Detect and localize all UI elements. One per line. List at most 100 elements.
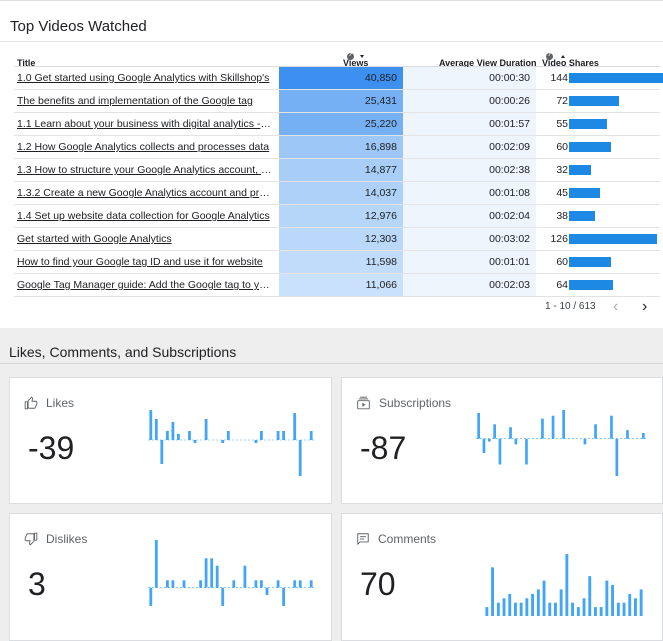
sparkline-bar — [611, 585, 614, 616]
sparkline-bar — [508, 593, 512, 616]
sparkline-bar — [210, 558, 214, 588]
table-row[interactable]: 1.0 Get started using Google Analytics w… — [14, 67, 663, 90]
sparkline-bar — [282, 587, 285, 606]
views-cell: 25,220 — [279, 113, 403, 135]
video-title-link[interactable]: 1.0 Get started using Google Analytics w… — [17, 72, 270, 84]
sparkline-bar — [502, 598, 506, 616]
views-cell: 12,976 — [279, 205, 403, 227]
sparkline-bar — [221, 440, 225, 443]
table-row[interactable]: Get started with Google Analytics 12,303 0… — [14, 228, 660, 251]
shares-value: 60 — [556, 141, 568, 153]
column-header-views[interactable]: Views — [343, 52, 368, 69]
video-title-link[interactable]: Get started with Google Analytics — [17, 233, 172, 245]
table-row[interactable]: 1.4 Set up website data collection for G… — [14, 205, 660, 228]
sparkline-bar — [215, 565, 219, 588]
table-row[interactable]: 1.3 How to structure your Google Analyti… — [14, 159, 660, 182]
shares-bar — [569, 211, 596, 221]
video-title-link[interactable]: How to find your Google tag ID and use i… — [17, 256, 263, 268]
sparkline-bar — [594, 607, 597, 616]
table-row[interactable]: 1.2 How Google Analytics collects and pr… — [14, 136, 660, 159]
avg-duration-cell: 00:03:02 — [403, 228, 536, 250]
sparkline-bar — [243, 565, 247, 588]
sparkline-bar — [293, 413, 297, 440]
divider — [0, 363, 663, 364]
chevron-left-icon[interactable]: ‹ — [613, 298, 619, 315]
video-title-link[interactable]: 1.1 Learn about your business with digit… — [17, 118, 272, 130]
video-title-link[interactable]: The benefits and implementation of the G… — [17, 95, 253, 107]
video-title-link[interactable]: 1.4 Set up website data collection for G… — [17, 210, 270, 222]
sparkline-bar — [634, 598, 637, 616]
sparkline-bar — [309, 431, 313, 440]
sparkline-bar — [616, 602, 620, 616]
shares-value: 144 — [550, 72, 568, 84]
thumb-down-icon — [24, 532, 38, 546]
comments-sparkline — [485, 554, 643, 616]
sparkline-bar — [166, 580, 169, 588]
sparkline-bar — [477, 412, 480, 439]
sparkline-bar — [554, 602, 557, 616]
sparkline-bar — [514, 602, 517, 616]
shares-bar — [569, 142, 611, 152]
table-body: 1.0 Get started using Google Analytics w… — [14, 67, 663, 297]
avg-duration-cell: 00:00:30 — [403, 67, 536, 89]
pagination-label: 1 - 10 / 613 — [545, 301, 596, 312]
sparkline-bar — [628, 593, 632, 616]
avg-duration-cell: 00:02:38 — [403, 159, 536, 181]
thumb-up-icon — [24, 396, 38, 410]
sparkline-bar — [171, 422, 175, 440]
sparkline-bar — [254, 580, 258, 588]
sparkline-bar — [482, 438, 486, 453]
video-title-link[interactable]: 1.2 How Google Analytics collects and pr… — [17, 141, 270, 153]
shares-value: 72 — [556, 95, 568, 107]
sparkline-bar — [491, 567, 494, 616]
likes-card: Likes -39 — [9, 377, 332, 504]
sparkline-bar — [565, 554, 569, 616]
table-row[interactable]: Google Tag Manager guide: Add the Google… — [14, 274, 660, 297]
subscriptions-card: Subscriptions -87 — [341, 377, 663, 504]
sparkline-bar — [588, 576, 592, 616]
sort-ascending-icon[interactable] — [561, 55, 565, 58]
video-title-link[interactable]: 1.3 How to structure your Google Analyti… — [17, 164, 272, 176]
sparkline-bar — [622, 602, 626, 616]
table-row[interactable]: The benefits and implementation of the G… — [14, 90, 660, 113]
sparkline-bar — [298, 580, 302, 588]
sparkline-bar — [576, 607, 580, 616]
sparkline-bar — [642, 433, 645, 439]
sort-descending-icon[interactable] — [360, 55, 364, 58]
column-header-shares[interactable]: Video Shares — [542, 52, 599, 69]
chevron-right-icon[interactable]: › — [642, 298, 648, 315]
sparkline-bar — [615, 438, 619, 476]
shares-bar — [569, 257, 611, 267]
shares-bar — [569, 165, 592, 175]
table-row[interactable]: 1.3.2 Create a new Google Analytics acco… — [14, 182, 660, 205]
sparkline-bar — [166, 431, 169, 440]
shares-bar — [569, 234, 657, 244]
sparkline-bar — [282, 431, 285, 440]
views-cell: 11,598 — [279, 251, 403, 273]
sparkline-bar — [542, 580, 546, 616]
shares-value: 45 — [556, 187, 568, 199]
views-cell: 25,431 — [279, 90, 403, 112]
sparkline-bar — [605, 580, 609, 616]
video-title-link[interactable]: 1.3.2 Create a new Google Analytics acco… — [17, 187, 272, 199]
top-videos-card: Top Videos Watched Title Views Average V… — [0, 0, 663, 328]
table-row[interactable]: 1.1 Learn about your business with digit… — [14, 113, 660, 136]
help-icon[interactable] — [546, 52, 553, 60]
avg-duration-cell: 00:00:26 — [403, 90, 536, 112]
sparkline-bar — [193, 440, 197, 443]
video-title-link[interactable]: Google Tag Manager guide: Add the Google… — [17, 279, 272, 291]
shares-value: 60 — [556, 256, 568, 268]
comments-card: Comments 70 — [341, 513, 663, 641]
sparkline-bar — [160, 440, 164, 464]
views-cell: 12,303 — [279, 228, 403, 250]
shares-bar — [569, 280, 614, 290]
sparkline-bar — [177, 434, 180, 440]
help-icon[interactable] — [347, 52, 354, 60]
table-row[interactable]: How to find your Google tag ID and use i… — [14, 251, 660, 274]
sparkline-bar — [594, 424, 597, 439]
sparkline-bar — [498, 438, 502, 465]
sparkline-bar — [309, 580, 313, 588]
sparkline-bar — [293, 580, 297, 588]
sparkline-bar — [571, 602, 574, 616]
sparkline-bar — [541, 418, 544, 439]
